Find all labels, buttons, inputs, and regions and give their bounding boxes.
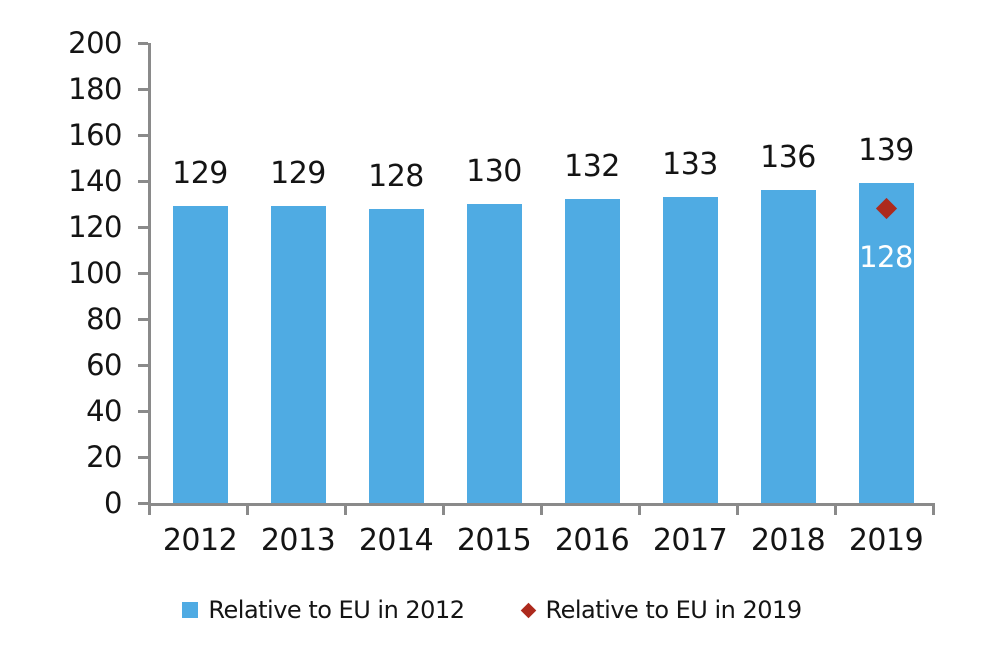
x-axis-tick-label: 2019	[848, 523, 924, 558]
bar-2014	[368, 208, 424, 503]
bar-2017	[662, 197, 718, 503]
y-axis-tick-label: 0	[104, 486, 122, 520]
bar-value-label: 132	[564, 149, 620, 185]
bar-2013	[270, 206, 326, 503]
x-axis-tick	[638, 503, 641, 515]
x-axis-tick	[344, 503, 347, 515]
y-axis-tick	[138, 41, 148, 45]
y-axis-tick-label: 200	[68, 26, 122, 60]
legend-item-scatter-series: Relative to EU in 2019	[520, 596, 803, 624]
bar-2012	[172, 206, 228, 503]
bar-value-label: 129	[270, 156, 326, 192]
y-axis-tick	[138, 317, 148, 321]
x-axis-tick-label: 2014	[358, 523, 434, 558]
y-axis-tick-label: 100	[68, 256, 122, 290]
legend-label-scatter-series: Relative to EU in 2019	[545, 596, 803, 624]
y-axis-tick	[138, 87, 148, 91]
y-axis-tick	[138, 133, 148, 137]
y-axis-tick-label: 60	[86, 348, 122, 382]
bar-2018	[760, 190, 816, 503]
x-axis-tick	[736, 503, 739, 515]
y-axis-tick-label: 80	[86, 302, 122, 336]
y-axis-tick	[138, 179, 148, 183]
x-axis-tick-label: 2013	[260, 523, 336, 558]
y-axis-tick	[138, 225, 148, 229]
bar-2015	[466, 204, 522, 503]
bar-2019	[858, 183, 914, 503]
x-axis-tick	[834, 503, 837, 515]
y-axis-tick	[138, 455, 148, 459]
y-axis-line	[148, 43, 151, 506]
x-axis-tick	[148, 503, 151, 515]
x-axis-tick-label: 2018	[750, 523, 826, 558]
y-axis-tick-label: 160	[68, 118, 122, 152]
legend-diamond-marker-icon	[520, 602, 536, 618]
x-axis-tick-label: 2015	[456, 523, 532, 558]
y-axis-tick-label: 180	[68, 72, 122, 106]
bar-2016	[564, 199, 620, 503]
x-axis-tick-label: 2017	[652, 523, 728, 558]
bar-value-label: 133	[662, 147, 718, 183]
legend-item-bar-series: Relative to EU in 2012	[182, 596, 465, 624]
bar-value-label: 129	[172, 156, 228, 192]
legend-label-bar-series: Relative to EU in 2012	[208, 596, 465, 624]
legend-square-marker-icon	[182, 602, 199, 618]
bar-value-label: 136	[760, 140, 816, 176]
x-axis-tick	[442, 503, 445, 515]
y-axis-tick	[138, 363, 148, 367]
bar-value-label: 139	[858, 133, 914, 169]
y-axis-tick	[138, 409, 148, 413]
y-axis-tick	[138, 271, 148, 275]
x-axis-tick	[246, 503, 249, 515]
scatter-point-value-label: 128	[859, 239, 913, 274]
y-axis-tick-label: 140	[68, 164, 122, 198]
x-axis-tick	[540, 503, 543, 515]
bar-value-label: 130	[466, 154, 522, 189]
y-axis-tick	[138, 501, 148, 505]
y-axis-tick-label: 20	[86, 440, 122, 474]
y-axis-tick-label: 40	[86, 394, 122, 428]
x-axis-tick-label: 2016	[554, 523, 630, 558]
x-axis-tick-label: 2012	[162, 523, 238, 558]
legend: Relative to EU in 2012 Relative to EU in…	[0, 596, 984, 624]
x-axis-tick	[932, 503, 935, 515]
y-axis-tick-label: 120	[68, 210, 122, 244]
bar-value-label: 128	[368, 158, 424, 194]
